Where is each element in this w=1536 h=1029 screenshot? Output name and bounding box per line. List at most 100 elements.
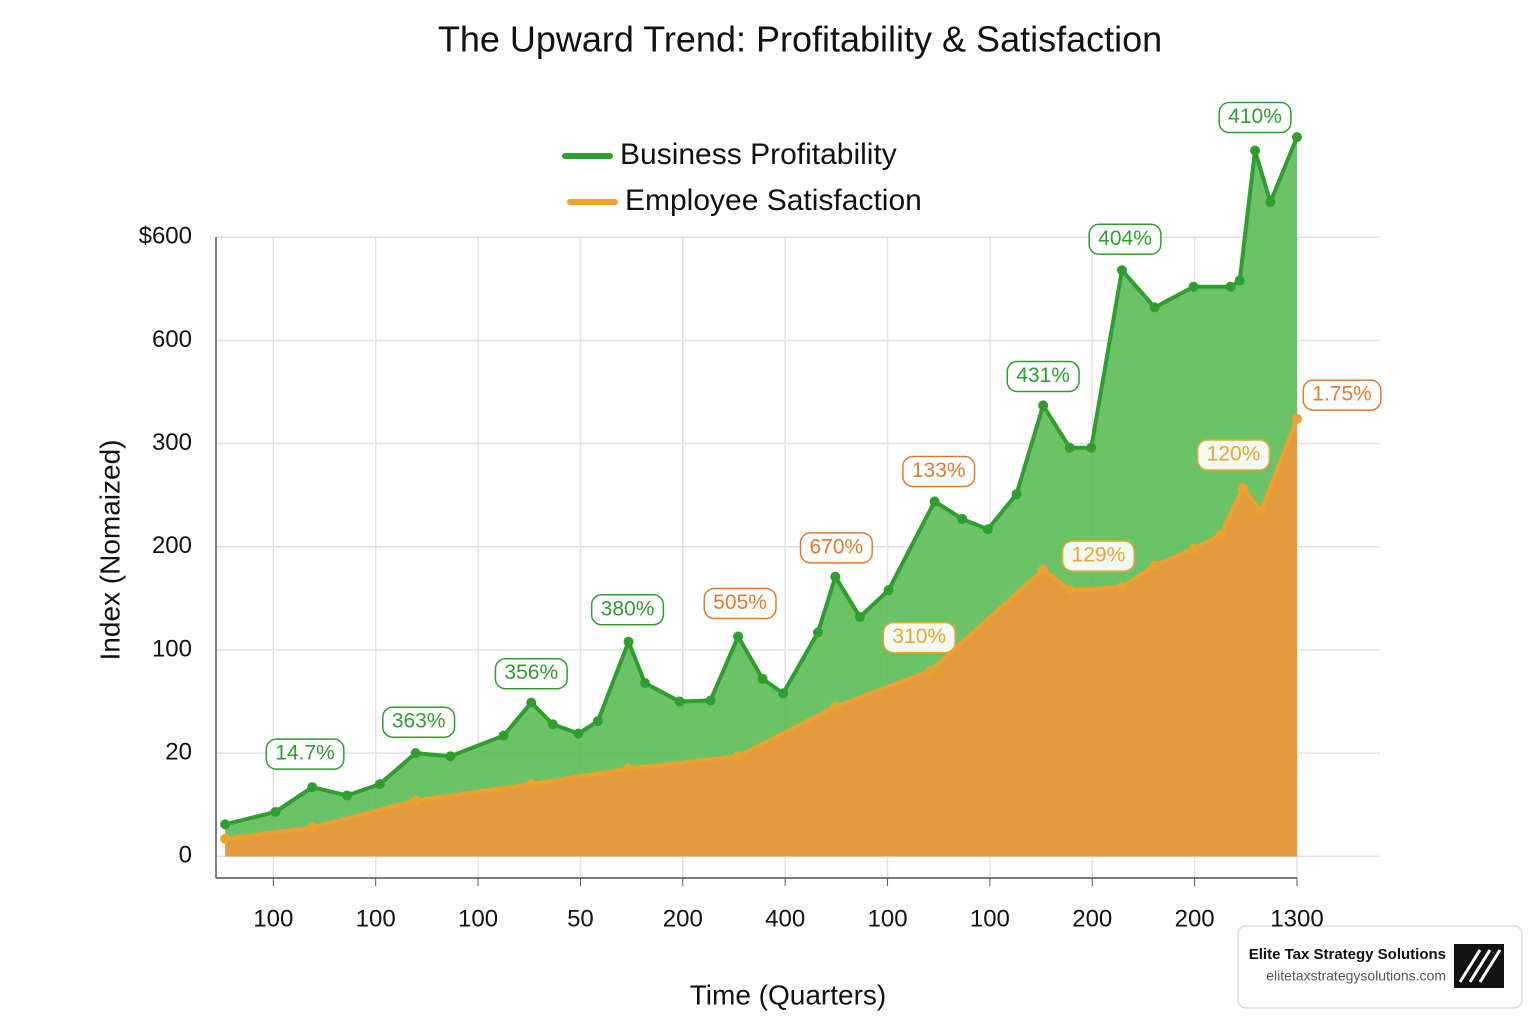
annotation-box (799, 532, 873, 564)
area-fill (225, 418, 1297, 857)
annotation: 505% (703, 587, 777, 620)
data-point (1237, 482, 1248, 493)
brand-url: elitetaxstrategysolutions.com (1266, 968, 1446, 984)
series-line (224, 136, 1299, 827)
data-point (830, 571, 841, 582)
data-point (307, 782, 318, 793)
y-tick-label: 0 (179, 842, 192, 869)
x-tick-label: 400 (765, 905, 805, 932)
x-tick-label: 100 (356, 905, 396, 932)
data-point (1011, 489, 1022, 500)
data-point (526, 779, 537, 790)
data-point (623, 636, 634, 647)
data-point (1292, 132, 1302, 143)
annotation-label: 404% (1098, 227, 1152, 250)
x-tick-label: 100 (970, 905, 1010, 932)
annotation-label: 380% (601, 597, 655, 620)
legend-label: Employee Satisfaction (625, 184, 922, 217)
legend-label: Business Profitability (620, 138, 897, 171)
data-point (778, 688, 789, 699)
annotation: 356% (494, 657, 568, 690)
data-point (830, 701, 841, 712)
data-point (639, 677, 650, 688)
annotation: 120% (1196, 439, 1271, 471)
annotation-label: 670% (809, 535, 863, 558)
annotation: 404% (1088, 223, 1162, 256)
data-point (307, 822, 318, 833)
annotation-box (703, 587, 777, 620)
x-tick-label: 50 (567, 905, 594, 932)
data-point (1038, 400, 1049, 411)
y-tick-label: 200 (152, 532, 192, 559)
data-point (1265, 197, 1276, 208)
annotation: 133% (902, 455, 976, 488)
data-point (1188, 543, 1199, 554)
data-point (982, 524, 993, 535)
x-axis-title: Time (Quarters) (690, 979, 887, 1010)
data-point (883, 585, 894, 596)
x-tick-label: 100 (458, 905, 498, 932)
x-tick-label: 100 (253, 905, 293, 932)
data-point (220, 833, 231, 844)
data-point (757, 673, 768, 684)
y-tick-label: $600 (139, 223, 192, 250)
data-point (812, 627, 823, 638)
y-tick-label: 20 (165, 738, 192, 765)
annotation-box (265, 738, 345, 770)
data-point (1038, 564, 1049, 575)
data-point (1064, 442, 1075, 453)
y-tick-label: 600 (152, 326, 192, 353)
annotation-box (1302, 379, 1382, 411)
annotation: 1.75% (1302, 379, 1382, 411)
data-point (733, 751, 744, 762)
data-point (733, 631, 744, 642)
data-point (445, 751, 456, 762)
annotation: 14.7% (265, 738, 345, 770)
annotation: 129% (1061, 540, 1136, 572)
x-tick-label: 1300 (1270, 905, 1323, 932)
data-point (498, 730, 509, 741)
annotation-label: 410% (1228, 105, 1282, 128)
data-point (547, 719, 558, 730)
y-tick-label: 100 (152, 635, 192, 662)
data-point (1116, 582, 1127, 593)
chart-title: The Upward Trend: Profitability & Satisf… (438, 19, 1162, 60)
annotation-label: 1.75% (1312, 383, 1372, 406)
data-point (854, 611, 865, 622)
annotation-box (590, 593, 665, 626)
data-point (1292, 413, 1302, 424)
annotation-label: 133% (912, 459, 966, 482)
data-point (1215, 530, 1226, 541)
annotation: 431% (1006, 360, 1080, 393)
data-point (410, 795, 421, 806)
data-point (410, 748, 421, 759)
y-axis-title: Index (Nomaized) (94, 440, 125, 661)
x-tick-label: 100 (868, 905, 908, 932)
data-point (1149, 302, 1160, 313)
annotation-label: 356% (504, 661, 558, 684)
data-point (1250, 145, 1261, 156)
data-point (1064, 585, 1075, 596)
annotation-label: 431% (1016, 364, 1070, 387)
branding-box (1237, 925, 1523, 1009)
annotation: 310% (882, 621, 956, 654)
data-point (929, 496, 940, 507)
annotation-box (382, 706, 456, 738)
x-tick-label: 200 (1072, 905, 1112, 932)
data-point (1225, 281, 1236, 292)
data-point (270, 806, 281, 817)
data-point (705, 695, 716, 706)
data-point (1086, 442, 1097, 453)
data-point (592, 716, 603, 727)
annotation-box (1006, 360, 1080, 393)
data-point (957, 513, 968, 524)
annotation-box (494, 657, 568, 690)
annotation-label: 120% (1207, 442, 1261, 465)
annotation-box (902, 455, 976, 488)
annotation: 363% (382, 706, 456, 738)
annotation-label: 129% (1072, 544, 1126, 567)
annotation-label: 310% (892, 625, 946, 648)
data-point (573, 728, 584, 739)
annotation-box (1218, 101, 1292, 134)
